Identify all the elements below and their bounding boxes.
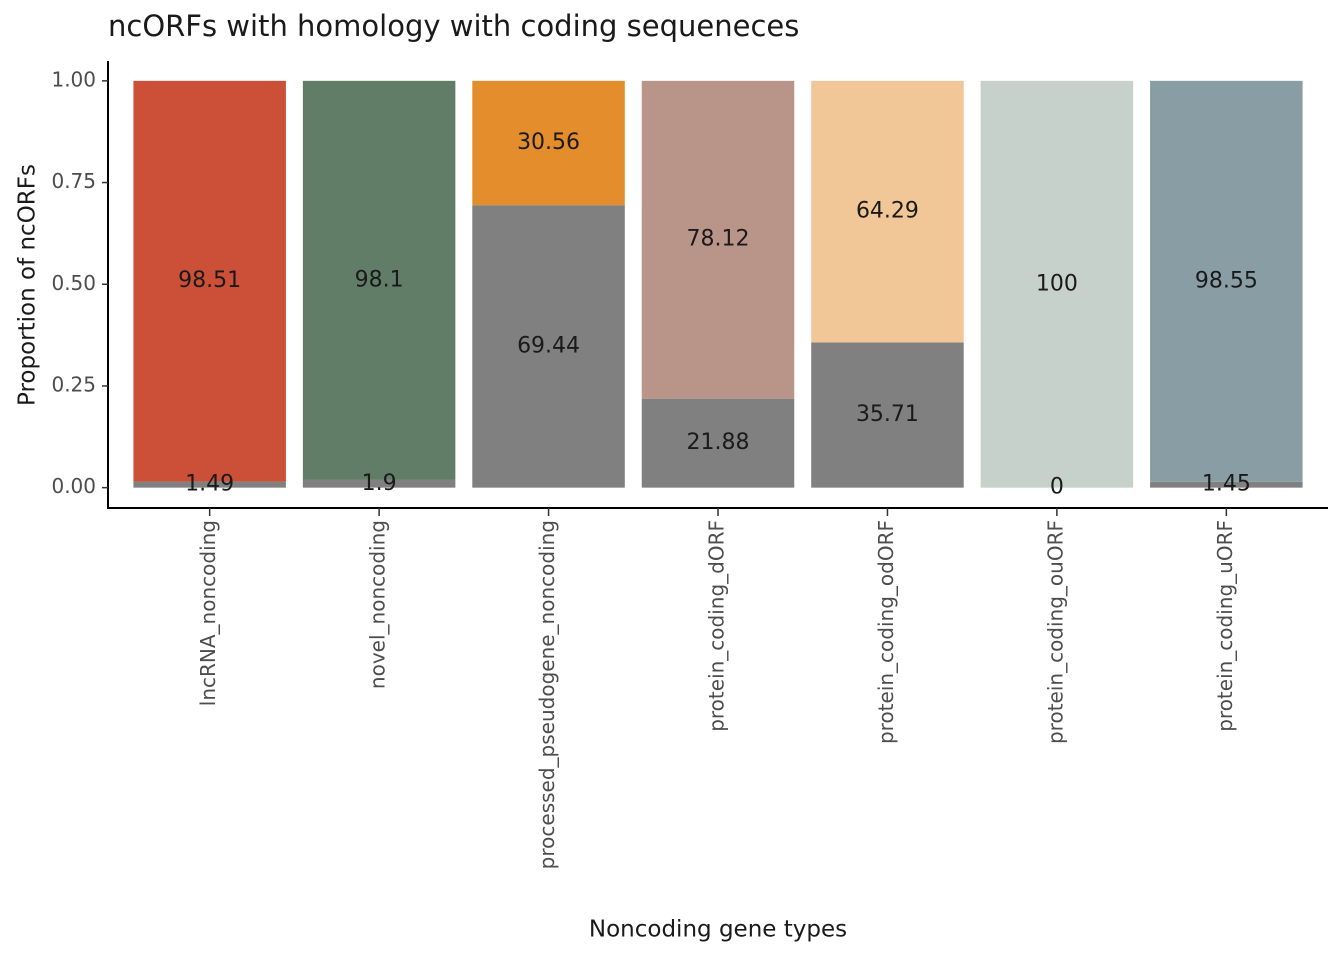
bar-segment [641,80,795,399]
bar-segment [472,205,625,488]
data-label: 0 [1050,475,1064,500]
data-label: 1.9 [362,471,397,496]
data-label: 100 [1036,271,1078,296]
bar-segment [133,481,286,488]
bar-segment [980,80,1134,488]
data-label: 35.71 [856,402,919,427]
bar-segment [302,479,456,488]
data-label: 78.12 [687,227,750,252]
data-label: 98.1 [355,267,404,292]
data-label: 21.88 [687,430,750,455]
bar-segment [302,80,456,480]
data-label: 1.49 [185,472,234,497]
x-tick-label: protein_coding_dORF [705,520,729,732]
y-tick-label: 0.50 [51,271,96,295]
bar-segment [1150,80,1303,482]
bar-segment [133,80,286,482]
data-label: 1.45 [1202,472,1251,497]
data-label: 30.56 [517,130,580,155]
data-label: 98.51 [178,268,241,293]
y-tick-label: 0.25 [51,372,96,396]
bar-segment [641,398,795,488]
chart-title: ncORFs with homology with coding sequene… [108,9,799,43]
bar-segment [472,80,625,206]
x-axis-label: Noncoding gene types [589,917,847,943]
bar-segment [811,342,964,488]
x-tick-label: protein_coding_uORF [1213,520,1237,732]
data-label: 69.44 [517,333,580,358]
data-label: 98.55 [1195,268,1258,293]
bar-segment [1150,481,1303,488]
data-label: 64.29 [856,199,919,224]
x-tick-label: novel_noncoding [366,520,390,689]
y-tick-label: 1.00 [51,67,96,91]
y-tick-label: 0.00 [51,474,96,498]
x-tick-label: protein_coding_ouORF [1043,520,1067,744]
x-tick-label: protein_coding_odORF [874,520,898,744]
x-tick-label: processed_pseudogene_noncoding [535,520,559,869]
y-axis-label: Proportion of ncORFs [15,164,41,406]
y-tick-label: 0.75 [51,169,96,193]
x-tick-label: lncRNA_noncoding [196,520,220,706]
bar-segment [811,80,964,343]
